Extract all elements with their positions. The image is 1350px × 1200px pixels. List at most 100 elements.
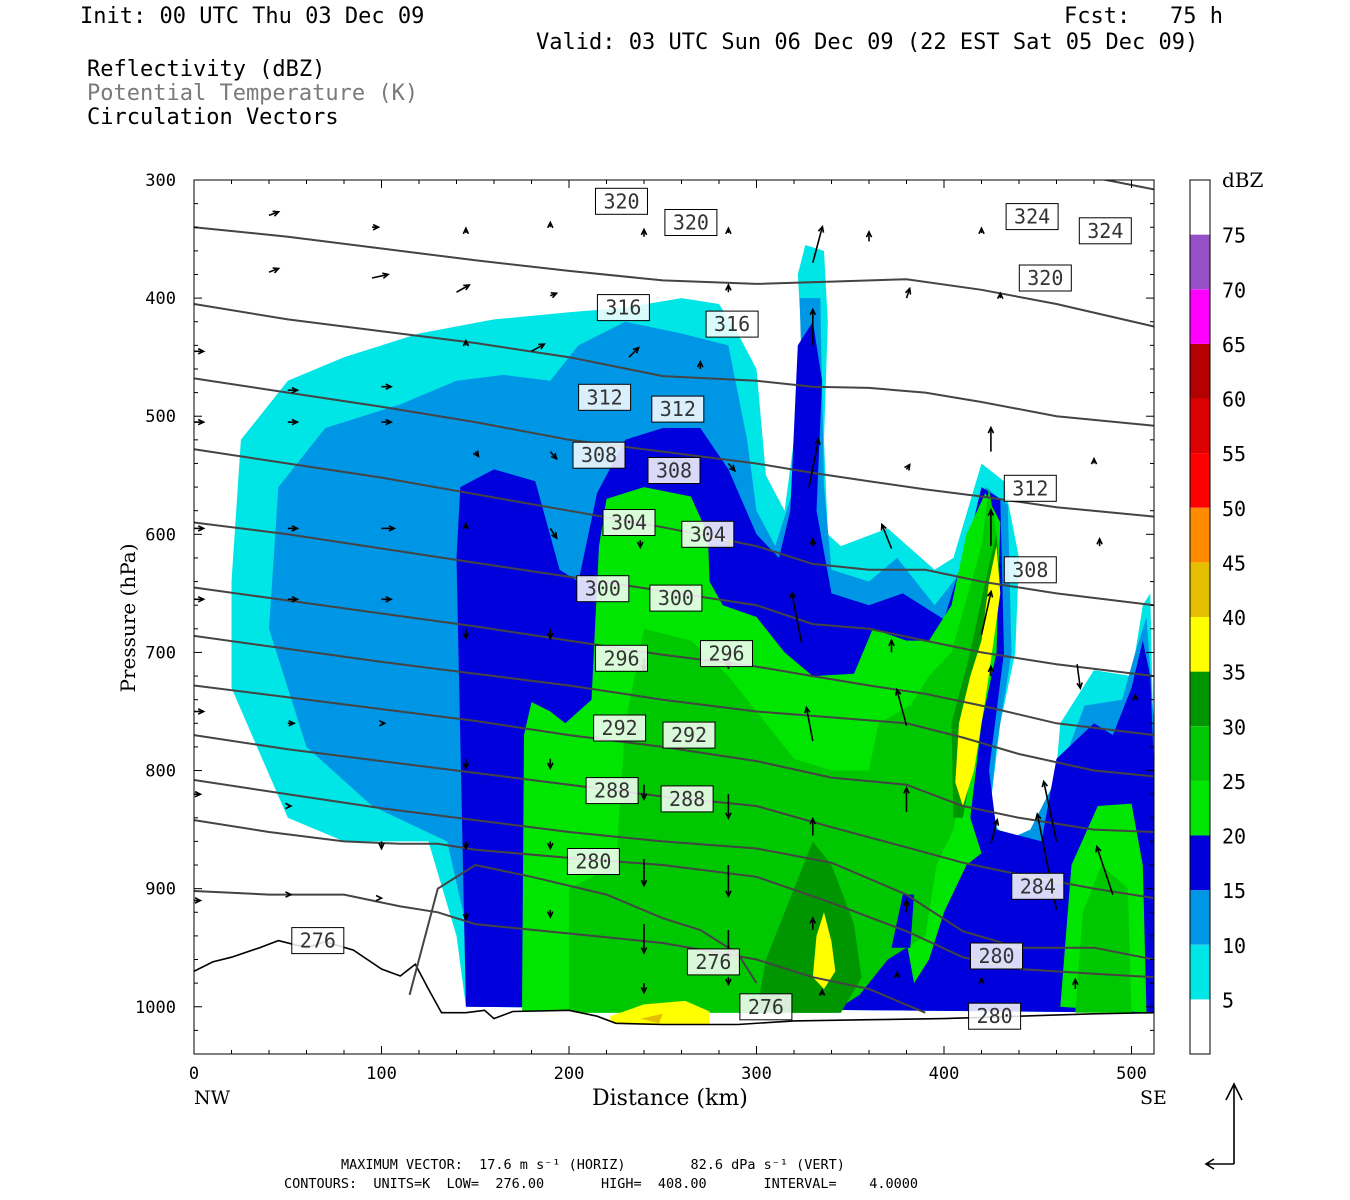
- circulation-vector: [904, 463, 911, 471]
- circulation-vector: [809, 916, 817, 930]
- circulation-vector: [809, 537, 817, 547]
- x-tick-label: 200: [554, 1064, 585, 1084]
- reflectivity-25dbz-region: [569, 487, 997, 1013]
- theta-contour-label: 292: [593, 714, 647, 742]
- theta-label-box: [572, 441, 626, 469]
- circulation-vector: [381, 383, 393, 391]
- colorbar-swatch: [1190, 453, 1210, 508]
- theta-label-text: 304: [611, 511, 647, 535]
- colorbar-level-label: 35: [1222, 661, 1246, 685]
- circulation-vector: [725, 226, 732, 235]
- theta-label-text: 292: [602, 716, 638, 740]
- forecast-hour: Fcst: 75 h: [1064, 4, 1223, 29]
- colorbar-level-label: 50: [1222, 497, 1246, 521]
- theta-label-box: [1003, 556, 1057, 584]
- reflectivity-35dbz-core: [812, 912, 836, 989]
- theta-contour-label: 312: [1003, 474, 1057, 502]
- plot-frame: [193, 179, 1155, 1055]
- theta-contour-label: 288: [585, 777, 639, 805]
- circulation-vector: [903, 786, 910, 812]
- theta-contour-label: 308: [572, 441, 626, 469]
- theta-label-text: 320: [1027, 266, 1063, 290]
- circulation-vector: [1090, 456, 1098, 465]
- theta-label-box: [664, 209, 718, 236]
- theta-label-text: 300: [585, 577, 621, 601]
- circulation-vector: [381, 595, 393, 603]
- circulation-vector: [978, 976, 985, 985]
- theta-contour-line: [194, 521, 1154, 678]
- colorbar-swatch: [1190, 726, 1210, 781]
- circulation-vector: [549, 527, 558, 540]
- colorbar-level-label: 75: [1222, 224, 1246, 248]
- theta-label-box: [578, 383, 632, 411]
- theta-label-box: [1011, 872, 1065, 900]
- circulation-vector: [285, 802, 293, 810]
- theta-label-box: [585, 777, 639, 805]
- circulation-vector: [808, 437, 821, 488]
- theta-label-text: 308: [581, 443, 617, 467]
- circulation-vector: [287, 386, 300, 394]
- theta-label-text: 276: [748, 995, 784, 1019]
- colorbar-level-label: 25: [1222, 770, 1246, 794]
- colorbar-swatch: [1190, 507, 1210, 563]
- circulation-vector: [194, 418, 206, 426]
- colorbar-swatch: [1190, 180, 1210, 235]
- field-reflectivity: Reflectivity (dBZ): [87, 57, 326, 82]
- theta-contour-line: [194, 586, 1154, 737]
- reference-vector-vertical: [1225, 1082, 1243, 1164]
- circulation-vector: [987, 664, 995, 677]
- theta-label-box: [576, 575, 630, 603]
- contours-note: CONTOURS: UNITS=K LOW= 276.00 HIGH= 408.…: [284, 1176, 918, 1192]
- circulation-vector: [725, 794, 732, 821]
- circulation-vector: [893, 970, 901, 979]
- y-tick-label: 800: [145, 762, 176, 782]
- circulation-vector: [895, 687, 908, 726]
- circulation-vector: [287, 719, 296, 727]
- colorbar-swatch: [1190, 234, 1210, 290]
- theta-contour-label: 300: [649, 584, 703, 612]
- theta-contour-label: 280: [566, 848, 620, 875]
- circulation-vector: [987, 425, 995, 452]
- circulation-vector: [472, 450, 480, 458]
- reflectivity-35dbz-band: [955, 546, 1001, 806]
- circulation-vector: [546, 841, 554, 851]
- colorbar-swatch: [1190, 944, 1210, 1000]
- theta-contour-label: 324: [1005, 203, 1059, 231]
- y-tick-label: 1000: [135, 998, 176, 1018]
- colorbar-level-label: 60: [1222, 388, 1246, 412]
- x-end-label-se: SE: [1140, 1087, 1167, 1109]
- theta-label-text: 276: [695, 950, 731, 974]
- circulation-vector: [640, 924, 648, 955]
- theta-contour-label: 304: [681, 520, 735, 548]
- colorbar-swatch: [1190, 999, 1210, 1054]
- y-tick-label: 500: [145, 407, 176, 427]
- circulation-vector: [549, 451, 558, 461]
- theta-label-box: [660, 785, 714, 813]
- colorbar-swatch: [1190, 780, 1210, 836]
- circulation-vector: [378, 841, 385, 851]
- theta-label-box: [291, 927, 345, 955]
- theta-label-text: 324: [1014, 205, 1050, 229]
- theta-contour-line: [1101, 180, 1154, 191]
- x-end-label-nw: NW: [194, 1087, 231, 1109]
- circulation-vector: [372, 223, 381, 231]
- theta-label-box: [1005, 203, 1059, 231]
- circulation-vector: [194, 525, 206, 532]
- reflectivity-35dbz-surface: [610, 1000, 710, 1025]
- x-tick-label: 500: [1116, 1064, 1147, 1084]
- colorbar-level-label: 15: [1222, 879, 1246, 903]
- y-tick-label: 700: [145, 643, 176, 663]
- circulation-vector: [888, 638, 895, 653]
- theta-label-box: [595, 187, 648, 215]
- colorbar-level-label: 40: [1222, 606, 1246, 630]
- theta-label-box: [595, 644, 648, 672]
- theta-label-text: 280: [978, 944, 1014, 968]
- circulation-vector: [865, 229, 873, 242]
- reference-vector-horizontal: [1204, 1158, 1234, 1170]
- circulation-vector: [462, 841, 470, 851]
- theta-label-box: [739, 993, 793, 1021]
- theta-label-text: 312: [660, 397, 696, 421]
- circulation-vector: [880, 522, 893, 549]
- circulation-vector: [903, 898, 910, 913]
- y-tick-label: 400: [145, 289, 176, 309]
